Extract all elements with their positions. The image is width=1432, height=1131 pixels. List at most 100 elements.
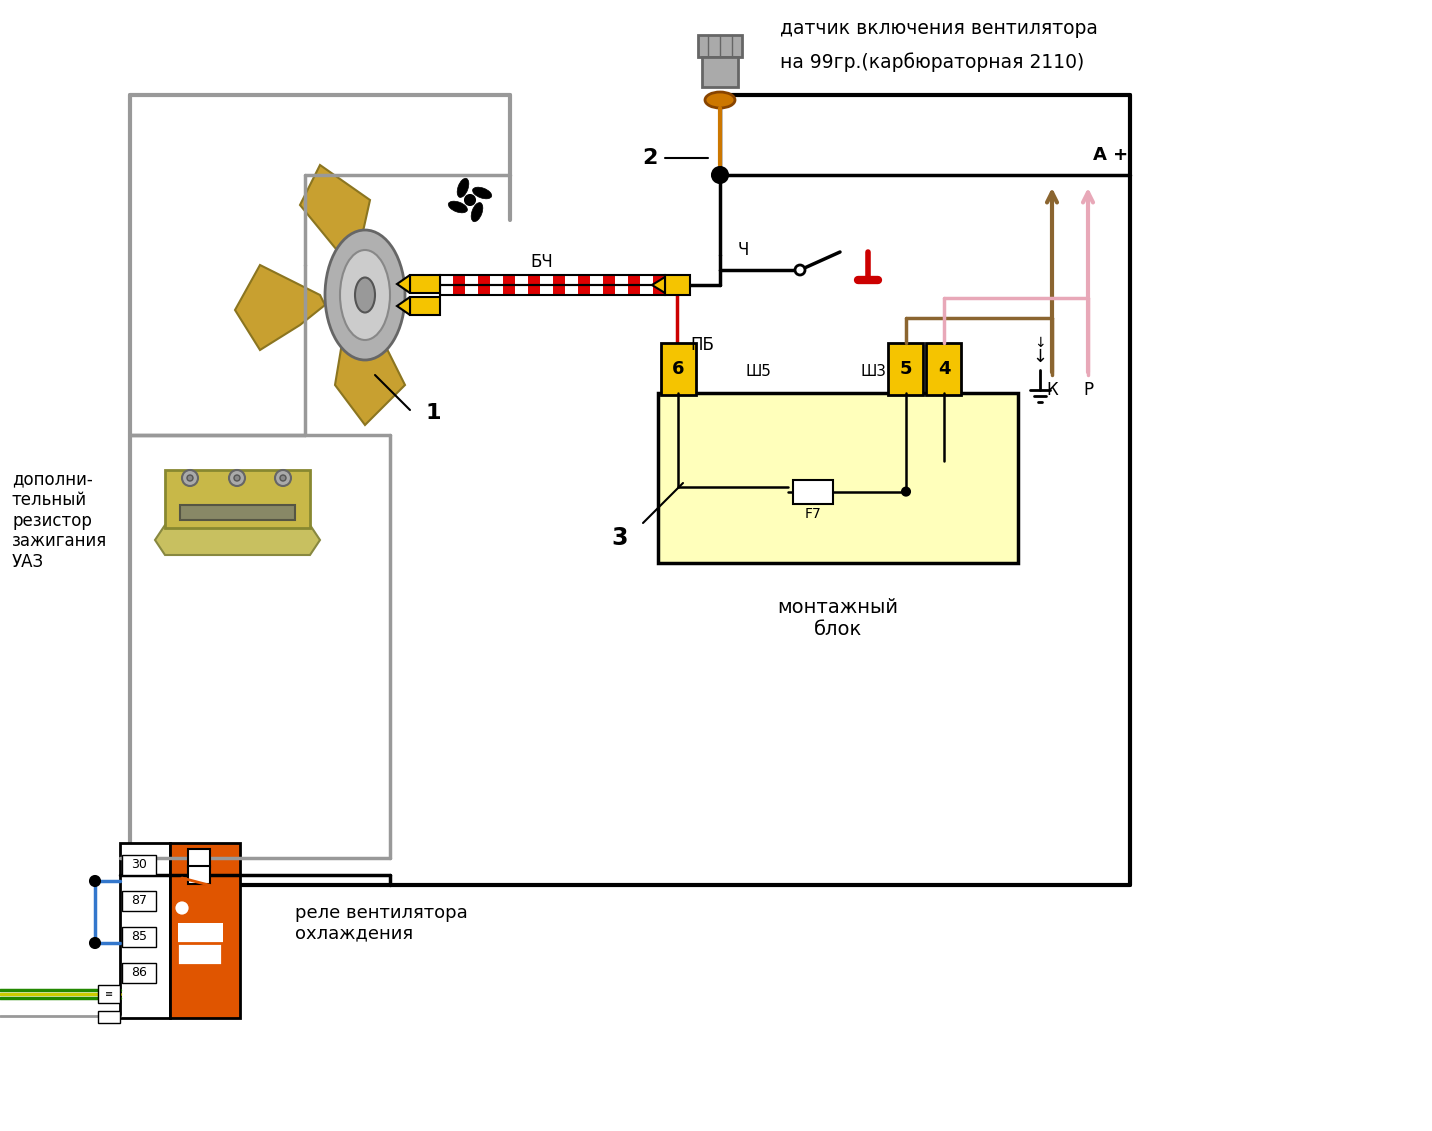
Polygon shape <box>299 165 369 265</box>
Bar <box>516 275 528 285</box>
Bar <box>440 285 453 295</box>
Bar <box>553 285 566 295</box>
Ellipse shape <box>471 202 483 222</box>
Bar <box>178 943 222 965</box>
Text: ↓: ↓ <box>1032 348 1048 366</box>
Polygon shape <box>652 277 664 293</box>
Text: дополни-
тельный
резистор
зажигания
УАЗ: дополни- тельный резистор зажигания УАЗ <box>11 470 107 571</box>
Text: 30: 30 <box>132 858 147 872</box>
Text: датчик включения вентилятора: датчик включения вентилятора <box>780 18 1098 37</box>
Circle shape <box>90 877 100 886</box>
Text: 5: 5 <box>899 360 912 378</box>
Circle shape <box>281 475 286 481</box>
Text: Р: Р <box>1083 381 1093 399</box>
Text: Ш5: Ш5 <box>745 363 770 379</box>
Text: 3: 3 <box>611 526 629 550</box>
Bar <box>453 285 465 295</box>
Bar <box>97 1011 120 1024</box>
Bar <box>410 275 440 293</box>
Bar <box>653 285 666 295</box>
Bar <box>440 275 453 285</box>
Text: 6: 6 <box>672 360 684 378</box>
Bar <box>603 285 616 295</box>
Circle shape <box>902 487 909 495</box>
Text: 2: 2 <box>643 148 657 169</box>
Bar <box>122 891 156 910</box>
Bar <box>927 343 961 395</box>
Bar <box>662 343 696 395</box>
Ellipse shape <box>448 201 467 213</box>
Bar <box>503 275 516 285</box>
Bar <box>97 985 120 1003</box>
Polygon shape <box>397 275 410 293</box>
Text: 87: 87 <box>130 895 147 907</box>
Bar <box>614 285 629 295</box>
Text: Ш3: Ш3 <box>861 363 886 379</box>
Bar <box>477 275 491 285</box>
Text: К: К <box>1047 381 1058 399</box>
Bar <box>503 285 516 295</box>
Bar <box>165 470 309 528</box>
Text: 4: 4 <box>938 360 951 378</box>
Bar <box>122 962 156 983</box>
Bar <box>627 275 640 285</box>
Bar <box>553 275 566 285</box>
Ellipse shape <box>339 250 390 340</box>
Circle shape <box>465 195 475 205</box>
Bar <box>477 285 491 295</box>
Circle shape <box>233 475 241 481</box>
Ellipse shape <box>705 92 735 107</box>
Polygon shape <box>235 265 325 349</box>
Bar <box>453 275 465 285</box>
Bar <box>603 275 616 285</box>
Bar <box>697 35 742 57</box>
Ellipse shape <box>473 188 491 199</box>
Bar <box>657 392 1018 563</box>
Polygon shape <box>397 297 410 316</box>
Bar <box>465 275 478 285</box>
Bar <box>188 866 211 884</box>
Bar <box>653 275 666 285</box>
Circle shape <box>90 938 100 948</box>
Bar <box>440 285 664 295</box>
Bar <box>490 285 503 295</box>
Bar <box>793 480 833 503</box>
Text: 1: 1 <box>425 403 441 423</box>
Bar <box>627 285 640 295</box>
Polygon shape <box>335 325 405 425</box>
Bar <box>540 285 553 295</box>
Circle shape <box>229 470 245 486</box>
Bar <box>465 285 478 295</box>
Bar <box>577 285 590 295</box>
Bar <box>178 923 223 951</box>
Ellipse shape <box>325 230 405 360</box>
Text: Ч: Ч <box>737 241 749 259</box>
Circle shape <box>182 470 198 486</box>
Text: А +: А + <box>1093 146 1128 164</box>
Bar <box>566 275 579 285</box>
Text: 85: 85 <box>130 931 147 943</box>
Bar <box>120 843 170 1018</box>
Circle shape <box>188 475 193 481</box>
Bar <box>527 275 540 285</box>
Ellipse shape <box>457 179 468 198</box>
Text: F7: F7 <box>805 507 822 520</box>
Bar <box>122 855 156 875</box>
Text: ≡: ≡ <box>105 988 113 999</box>
Bar <box>664 275 690 295</box>
Text: ↓: ↓ <box>1034 336 1045 349</box>
Bar <box>590 275 603 285</box>
Bar <box>540 275 553 285</box>
Text: реле вентилятора
охлаждения: реле вентилятора охлаждения <box>295 904 468 942</box>
Text: монтажный
блок: монтажный блок <box>778 598 898 639</box>
Bar <box>180 506 295 520</box>
Circle shape <box>275 470 291 486</box>
Bar <box>440 275 664 285</box>
Text: 86: 86 <box>132 967 147 979</box>
Circle shape <box>795 265 805 275</box>
Bar <box>410 297 440 316</box>
Polygon shape <box>155 525 319 555</box>
Text: БЧ: БЧ <box>530 253 553 271</box>
Circle shape <box>175 900 190 916</box>
Bar <box>566 285 579 295</box>
